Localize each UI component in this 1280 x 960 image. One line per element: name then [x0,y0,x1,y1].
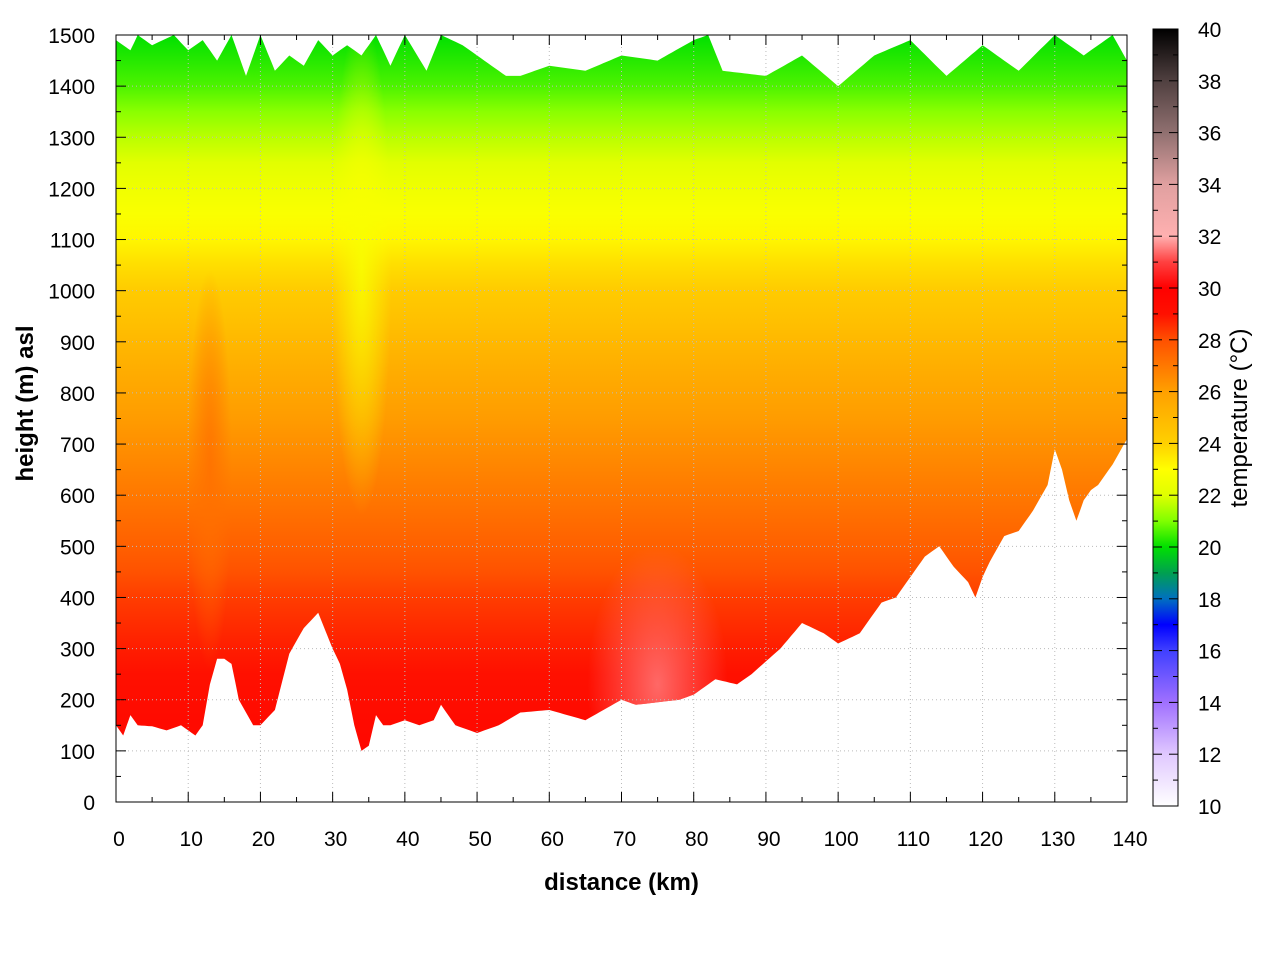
colorbar-tick-labels: 10 12 14 16 18 20 22 24 26 28 30 32 34 36 38 40 [1198,19,1222,819]
colorbar-tick-label: 14 [1198,692,1222,715]
x-tick-label: 70 [613,828,636,851]
colorbar-tick-label: 34 [1198,174,1222,197]
colorbar-tick-label: 20 [1198,537,1221,560]
y-axis-title: height (m) asl [12,325,39,481]
colorbar-tick-label: 40 [1198,19,1221,42]
colorbar-tick-label: 28 [1198,330,1221,353]
y-tick-label: 1300 [48,127,95,150]
colorbar-ticks [1153,28,1178,807]
colorbar-tick-label: 10 [1198,796,1221,819]
y-tick-label: 200 [60,690,95,713]
x-tick-labels: 0 10 20 30 40 50 60 70 80 90 100 110 120 130 140 [113,828,1147,851]
x-tick-label: 20 [252,828,275,851]
x-tick-label: 130 [1040,828,1075,851]
y-tick-label: 100 [60,741,95,764]
anomaly-0 [587,544,728,751]
colorbar-tick-label: 12 [1198,744,1221,767]
colorbar-tick-label: 26 [1198,382,1221,405]
x-tick-label: 60 [541,828,564,851]
y-tick-label: 900 [60,332,95,355]
x-tick-label: 100 [824,828,859,851]
x-tick-label: 90 [757,828,780,851]
x-axis-title: distance (km) [544,869,699,896]
anomaly-1 [331,35,392,516]
x-tick-label: 30 [324,828,347,851]
y-tick-label: 300 [60,639,95,662]
colorbar-tick-label: 30 [1198,278,1221,301]
anomaly-2 [187,269,232,670]
y-tick-label: 1000 [48,281,95,304]
y-tick-label: 700 [60,434,95,457]
y-tick-label: 600 [60,485,95,508]
x-tick-label: 120 [968,828,1003,851]
y-tick-label: 400 [60,587,95,610]
y-tick-label: 1500 [48,25,95,48]
axis-ticks [115,34,1128,803]
colorbar-title: temperature (°C) [1226,329,1253,508]
x-tick-label: 110 [897,828,930,851]
colorbar-tick-label: 38 [1198,71,1221,94]
x-tick-label: 10 [180,828,203,851]
x-tick-label: 0 [113,828,125,851]
x-tick-label: 40 [396,828,419,851]
x-tick-label: 140 [1112,828,1147,851]
y-tick-label: 800 [60,383,95,406]
colorbar-tick-label: 16 [1198,641,1221,664]
x-tick-label: 50 [468,828,491,851]
colorbar-tick-label: 32 [1198,226,1221,249]
y-tick-labels: 0 100 200 300 400 500 600 700 800 900 1000 1100 1200… [48,25,95,815]
y-tick-label: 1400 [48,76,95,99]
y-tick-label: 1100 [50,230,95,253]
y-tick-label: 1200 [48,178,95,201]
colorbar-tick-label: 36 [1198,123,1221,146]
grid [116,35,1127,802]
colorbar-tick-label: 24 [1198,433,1222,456]
y-tick-label: 500 [60,536,95,559]
colorbar-tick-label: 22 [1198,485,1221,508]
y-tick-label: 0 [83,792,95,815]
colorbar-tick-label: 18 [1198,589,1221,612]
x-tick-label: 80 [685,828,708,851]
